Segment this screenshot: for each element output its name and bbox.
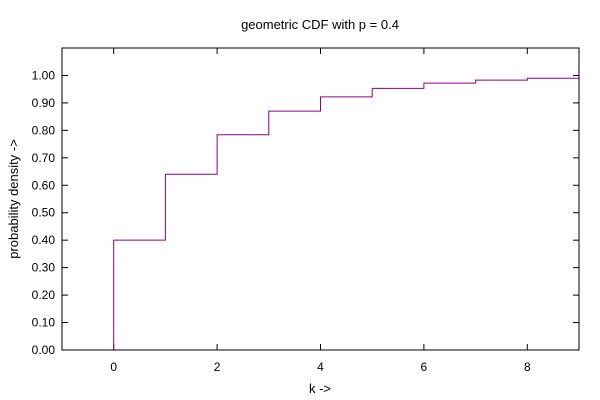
- y-tick-label: 0.50: [32, 206, 56, 220]
- y-tick-label: 0.40: [32, 233, 56, 247]
- plot-frame: [61, 47, 580, 351]
- x-tick-label: 2: [214, 360, 221, 374]
- y-tick-label: 0.10: [32, 316, 56, 330]
- x-tick-label: 4: [317, 360, 324, 374]
- y-tick-label: 0.60: [32, 178, 56, 192]
- y-tick-label: 0.80: [32, 123, 56, 137]
- plot-area: [113, 77, 579, 350]
- y-tick-label: 0.70: [32, 151, 56, 165]
- x-axis-label: k ->: [309, 381, 331, 396]
- y-tick-label: 0.20: [32, 288, 56, 302]
- cdf-step-series: [113, 77, 579, 350]
- y-tick-label: 0.90: [32, 96, 56, 110]
- x-tick-label: 6: [421, 360, 428, 374]
- x-tick-label: 8: [524, 360, 531, 374]
- y-tick-label: 0.30: [32, 261, 56, 275]
- y-tick-label: 1.00: [32, 68, 56, 82]
- y-tick-label: 0.00: [32, 343, 56, 357]
- chart-title: geometric CDF with p = 0.4: [241, 17, 399, 32]
- tick-labels: 0.00 0.10 0.20 0.30 0.40 0.50 0.60 0.70 0.80 0.90…: [32, 68, 531, 374]
- y-axis-label: probability density ->: [6, 139, 21, 259]
- x-tick-label: 0: [110, 360, 117, 374]
- tick-marks: [62, 48, 579, 351]
